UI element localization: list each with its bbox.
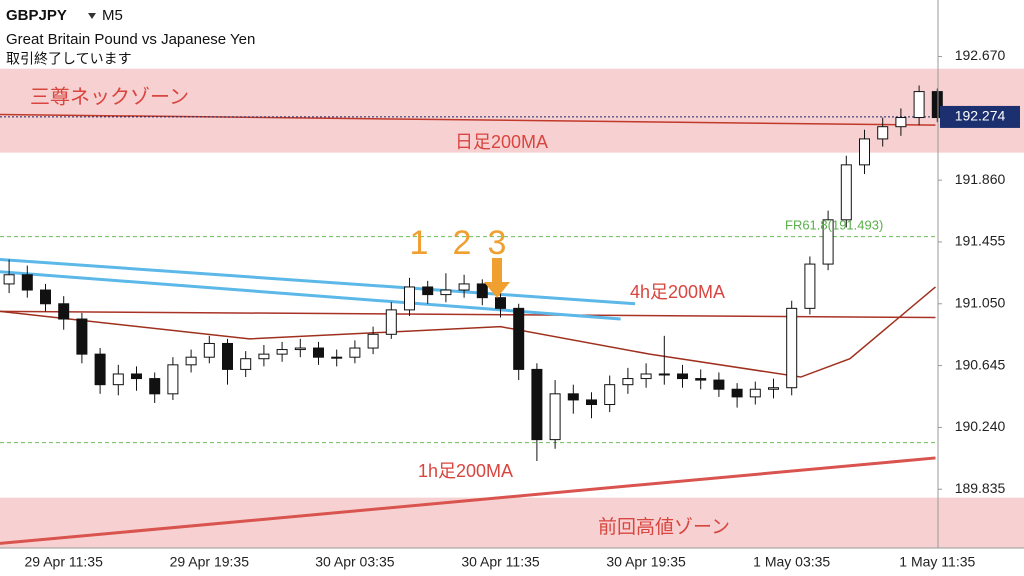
indicator-line: [0, 286, 936, 378]
indicator-line: [0, 113, 936, 126]
candle-body: [476, 283, 488, 299]
candle-body: [859, 138, 870, 166]
candle-body: [331, 356, 343, 359]
annotation: FR61.8(191.493): [785, 217, 883, 232]
candle-body: [40, 289, 51, 305]
candle-body: [640, 373, 652, 380]
candle-body: [367, 333, 379, 349]
annotation: 1h足200MA: [418, 461, 513, 481]
x-tick-label: 30 Apr 19:35: [606, 554, 686, 570]
plot-area: [0, 68, 1024, 548]
candle-body: [931, 91, 943, 119]
arrow: [484, 258, 510, 298]
candle-body: [513, 307, 525, 370]
y-tick-label: 191.050: [955, 294, 1006, 310]
annotation: 三尊ネックゾーン: [30, 85, 189, 108]
indicator-line: [0, 258, 636, 306]
status: 取引終了しています: [6, 51, 132, 67]
candle-body: [822, 219, 834, 265]
annotation: 3: [488, 224, 507, 262]
annotation: 前回高値ゾーン: [598, 516, 730, 538]
candle-body: [695, 378, 707, 381]
candle-body: [749, 388, 761, 398]
candle-body: [495, 297, 506, 309]
annotation: 日足200MA: [455, 132, 548, 152]
candle-body: [112, 373, 124, 386]
candle-body: [440, 289, 452, 296]
y-tick-label: 189.835: [955, 480, 1006, 496]
candle-body: [567, 393, 579, 401]
candle-body: [21, 274, 33, 291]
candle-body: [94, 353, 106, 386]
candle-body: [76, 318, 88, 355]
x-tick-label: 29 Apr 19:35: [170, 554, 250, 570]
candle-body: [658, 373, 670, 376]
annotation: 4h足200MA: [630, 282, 725, 302]
x-tick-label: 1 May 03:35: [753, 554, 830, 570]
candle-body: [404, 286, 415, 311]
candle-body: [458, 283, 470, 291]
candle-body: [131, 373, 142, 380]
candle-body: [786, 307, 798, 389]
y-tick-label: 192.670: [955, 47, 1006, 63]
x-tick-label: 30 Apr 11:35: [461, 554, 540, 570]
candle-body: [258, 353, 270, 360]
candle-body: [58, 303, 70, 320]
indicator-line: [0, 456, 936, 545]
candle-body: [167, 364, 179, 395]
candle-body: [185, 356, 197, 366]
x-tick-label: 30 Apr 03:35: [315, 554, 395, 570]
candle-body: [622, 378, 634, 386]
candle-body: [586, 399, 597, 406]
candle-body: [895, 117, 907, 128]
candle-body: [385, 309, 397, 335]
instrument-name: Great Britain Pound vs Japanese Yen: [6, 31, 255, 48]
candle-body: [313, 347, 324, 358]
candle-body: [149, 378, 161, 395]
candle-body: [531, 368, 543, 441]
y-tick-label: 191.455: [955, 233, 1006, 249]
candle-body: [840, 164, 852, 221]
timeframe[interactable]: M5: [102, 7, 123, 24]
x-tick-label: 1 May 11:35: [899, 554, 975, 570]
candle-body: [677, 373, 688, 380]
candle-body: [422, 286, 434, 296]
candle-body: [240, 358, 252, 370]
price-tag: [940, 105, 1020, 128]
y-tick-label: 190.240: [955, 418, 1006, 434]
candle-body: [877, 126, 889, 140]
y-tick-label: 191.860: [955, 171, 1006, 187]
y-tick-label: 190.645: [955, 356, 1006, 372]
symbol: GBPJPY: [6, 7, 67, 24]
candle-body: [203, 342, 215, 358]
candle-body: [913, 91, 925, 119]
candle-body: [768, 387, 779, 390]
dropdown-icon[interactable]: [88, 13, 96, 19]
zone: [0, 68, 1024, 153]
candle-body: [604, 384, 616, 406]
price-tag-label: 192.274: [955, 108, 1006, 124]
x-tick-label: 29 Apr 11:35: [25, 554, 104, 570]
annotation: 2: [453, 224, 472, 262]
candle-body: [349, 347, 361, 358]
candle-body: [276, 349, 288, 355]
annotation: 1: [410, 224, 429, 262]
indicator-line: [0, 310, 936, 319]
candle-body: [549, 393, 561, 441]
zone: [0, 497, 1024, 548]
candle-body: [804, 263, 816, 309]
candle-body: [222, 342, 233, 370]
candle-body: [294, 347, 306, 351]
candle-body: [713, 379, 725, 390]
candle-body: [3, 274, 15, 285]
candle-body: [731, 388, 743, 398]
